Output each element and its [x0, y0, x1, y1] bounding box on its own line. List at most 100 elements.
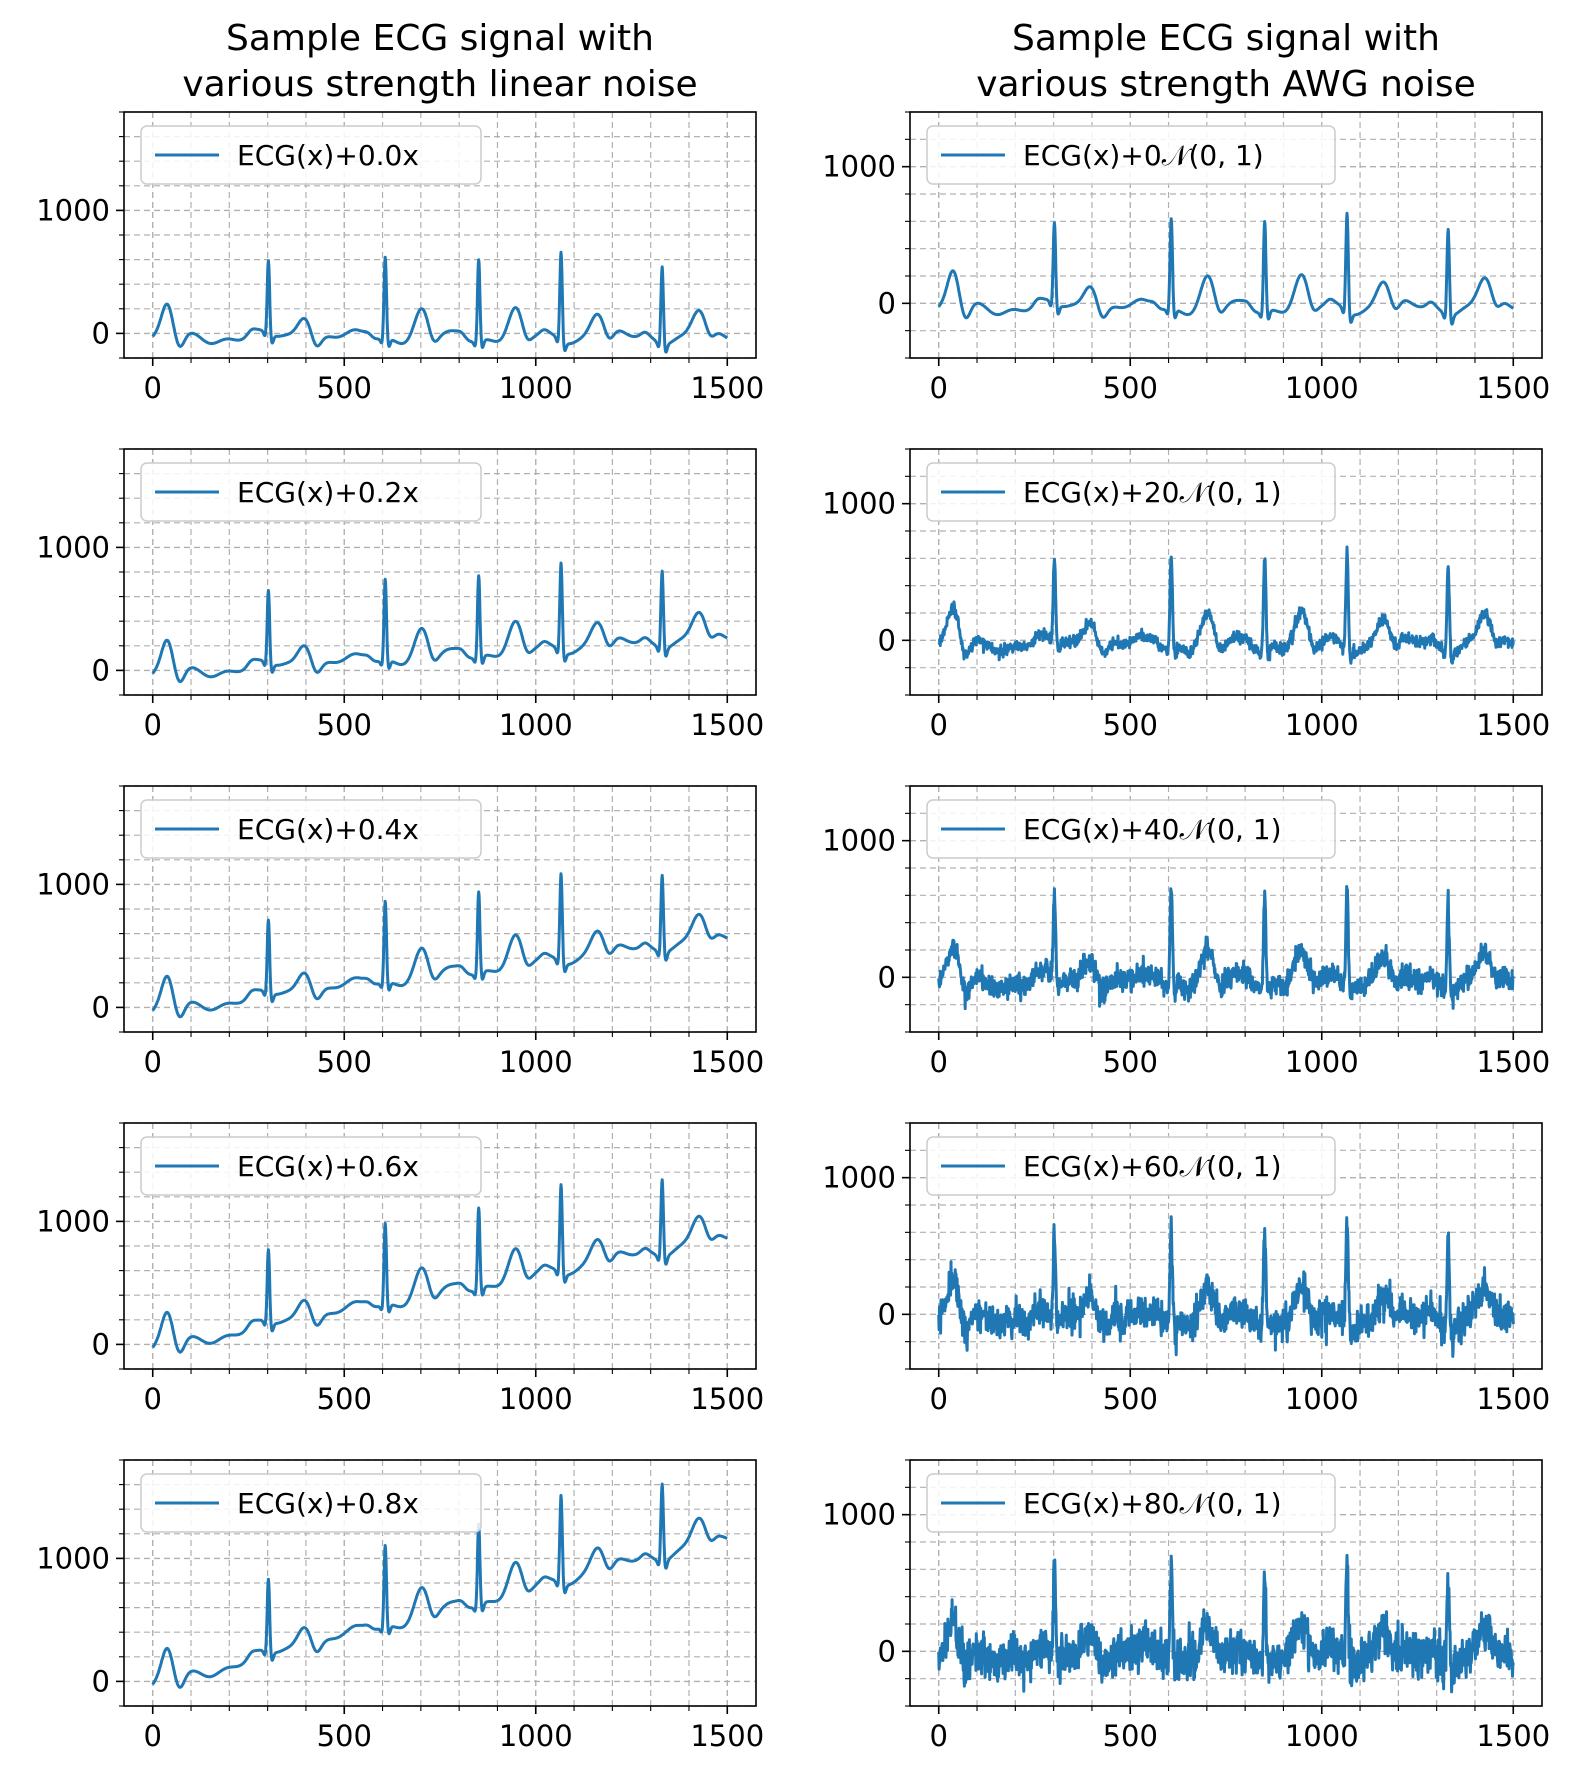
- axes-frame: [909, 448, 1543, 696]
- axes-frame: [909, 1122, 1543, 1370]
- x-tick-label: 0: [144, 708, 162, 742]
- legend-box: [140, 799, 482, 859]
- x-tick-label: 0: [144, 1045, 162, 1079]
- legend-box: [926, 1136, 1336, 1196]
- legend-box: [140, 462, 482, 522]
- x-tick-label: 1000: [1285, 1045, 1359, 1079]
- legend-label: ECG(x)+0.2x: [237, 476, 419, 509]
- legend: ECG(x)+0.6x: [140, 1136, 482, 1196]
- x-tick-label: 0: [930, 708, 948, 742]
- legend: ECG(x)+0𝒩(0, 1): [926, 125, 1336, 185]
- y-tick-label: 1000: [36, 530, 110, 564]
- legend: ECG(x)+0.2x: [140, 462, 482, 522]
- legend: ECG(x)+40𝒩(0, 1): [926, 799, 1336, 859]
- legend: ECG(x)+80𝒩(0, 1): [926, 1473, 1336, 1533]
- ecg-series-line: [151, 250, 729, 354]
- column-title-linear: Sample ECG signal with various strength …: [182, 18, 697, 105]
- x-tick-label: 0: [930, 1045, 948, 1079]
- panel-awg-0: 0 500 1000 1500 0 1000 ECG(x)+0𝒩(0, 1): [822, 111, 1550, 405]
- legend-box: [926, 1473, 1336, 1533]
- x-tick-label: 1500: [1476, 371, 1550, 405]
- panel-awg-4: 0 500 1000 1500 0 1000 ECG(x)+80𝒩(0, 1): [822, 1459, 1550, 1753]
- y-tick-label: 0: [878, 286, 896, 320]
- legend-label: ECG(x)+40𝒩(0, 1): [1023, 813, 1282, 846]
- column-title-linear-line2: various strength linear noise: [182, 64, 697, 105]
- panel-awg-3: 0 500 1000 1500 0 1000 ECG(x)+60𝒩(0, 1): [822, 1122, 1550, 1416]
- x-tick-label: 1000: [1285, 1719, 1359, 1753]
- panel-linear-2: 0 500 1000 1500 0 1000 ECG(x)+0.4x: [36, 785, 764, 1079]
- x-tick-label: 1500: [1476, 1719, 1550, 1753]
- x-tick-label: 1500: [690, 1382, 764, 1416]
- x-tick-label: 500: [1103, 1719, 1158, 1753]
- panel-linear-0: 0 500 1000 1500 0 1000 ECG(x)+0.0x: [36, 111, 764, 405]
- legend-label: ECG(x)+0.6x: [237, 1150, 419, 1183]
- column-title-awg: Sample ECG signal with various strength …: [976, 18, 1476, 105]
- x-tick-label: 1000: [499, 371, 573, 405]
- y-tick-label: 0: [878, 623, 896, 657]
- x-tick-label: 0: [930, 1719, 948, 1753]
- x-tick-label: 500: [1103, 371, 1158, 405]
- panel-linear-1: 0 500 1000 1500 0 1000 ECG(x)+0.2x: [36, 448, 764, 742]
- legend-box: [140, 125, 482, 185]
- x-tick-label: 1500: [690, 708, 764, 742]
- ecg-series-line: [937, 545, 1515, 665]
- legend-label: ECG(x)+0𝒩(0, 1): [1023, 139, 1264, 172]
- ecg-series-line: [937, 211, 1515, 326]
- x-tick-label: 1000: [499, 1045, 573, 1079]
- panel-awg-2: 0 500 1000 1500 0 1000 ECG(x)+40𝒩(0, 1): [822, 785, 1550, 1079]
- x-tick-label: 500: [1103, 1382, 1158, 1416]
- y-tick-label: 1000: [36, 1541, 110, 1575]
- x-tick-label: 0: [144, 371, 162, 405]
- y-tick-label: 1000: [822, 1161, 896, 1195]
- x-tick-label: 500: [317, 1719, 372, 1753]
- legend-box: [140, 1136, 482, 1196]
- ecg-series-line: [151, 1482, 729, 1689]
- legend-label: ECG(x)+0.4x: [237, 813, 419, 846]
- x-tick-label: 500: [1103, 708, 1158, 742]
- y-tick-label: 1000: [36, 867, 110, 901]
- x-tick-label: 1000: [499, 1382, 573, 1416]
- legend: ECG(x)+0.0x: [140, 125, 482, 185]
- x-tick-label: 1500: [690, 1719, 764, 1753]
- column-title-awg-line1: Sample ECG signal with: [1012, 18, 1440, 59]
- legend-label: ECG(x)+20𝒩(0, 1): [1023, 476, 1282, 509]
- panel-linear-3: 0 500 1000 1500 0 1000 ECG(x)+0.6x: [36, 1122, 764, 1416]
- ecg-series-line: [937, 1215, 1515, 1358]
- x-tick-label: 1000: [1285, 1382, 1359, 1416]
- axes-frame: [909, 785, 1543, 1033]
- x-tick-label: 500: [1103, 1045, 1158, 1079]
- legend-label: ECG(x)+0.8x: [237, 1487, 419, 1520]
- ecg-series-line: [151, 1178, 729, 1354]
- x-tick-label: 1500: [1476, 708, 1550, 742]
- panel-linear-4: 0 500 1000 1500 0 1000 ECG(x)+0.8x: [36, 1459, 764, 1753]
- x-tick-label: 500: [317, 708, 372, 742]
- panel-awg-1: 0 500 1000 1500 0 1000 ECG(x)+20𝒩(0, 1): [822, 448, 1550, 742]
- y-tick-label: 1000: [822, 487, 896, 521]
- y-tick-label: 0: [878, 960, 896, 994]
- y-tick-label: 1000: [822, 1498, 896, 1532]
- legend-label: ECG(x)+0.0x: [237, 139, 419, 172]
- ecg-series-line: [151, 561, 729, 684]
- y-tick-label: 1000: [822, 150, 896, 184]
- column-title-awg-line2: various strength AWG noise: [976, 64, 1476, 105]
- legend: ECG(x)+0.4x: [140, 799, 482, 859]
- y-tick-label: 0: [92, 653, 110, 687]
- axes-frame: [909, 111, 1543, 359]
- ecg-series-line: [937, 885, 1515, 1011]
- legend: ECG(x)+0.8x: [140, 1473, 482, 1533]
- x-tick-label: 0: [144, 1719, 162, 1753]
- x-tick-label: 1500: [1476, 1045, 1550, 1079]
- x-tick-label: 500: [317, 371, 372, 405]
- ecg-series-line: [937, 1553, 1515, 1694]
- y-tick-label: 0: [92, 1327, 110, 1361]
- y-tick-label: 0: [92, 1664, 110, 1698]
- x-tick-label: 0: [144, 1382, 162, 1416]
- x-tick-label: 500: [317, 1045, 372, 1079]
- x-tick-label: 1500: [1476, 1382, 1550, 1416]
- y-tick-label: 0: [92, 990, 110, 1024]
- x-tick-label: 1000: [1285, 371, 1359, 405]
- y-tick-label: 0: [92, 316, 110, 350]
- x-tick-label: 1000: [499, 708, 573, 742]
- x-tick-label: 1000: [499, 1719, 573, 1753]
- legend-box: [926, 462, 1336, 522]
